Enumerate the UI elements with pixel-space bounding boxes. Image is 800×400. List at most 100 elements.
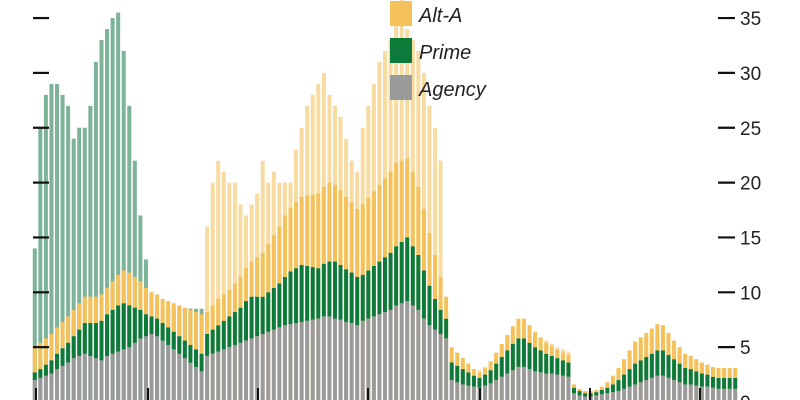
prime-bar xyxy=(77,329,82,356)
alt-a-bar xyxy=(332,184,337,262)
alt-a-bar xyxy=(310,194,315,268)
prime-bar xyxy=(388,252,393,310)
prime-bar xyxy=(427,285,432,326)
prime-bar xyxy=(421,270,426,319)
alt-a-bar xyxy=(694,359,699,372)
prime-bar xyxy=(499,357,504,377)
prime-bar xyxy=(60,348,65,366)
prime-bar xyxy=(88,323,93,356)
agency-bar xyxy=(160,340,165,400)
agency-bar xyxy=(610,392,615,400)
alt-a-bar xyxy=(82,296,87,324)
prime-bar xyxy=(599,389,604,395)
alt-a-bar xyxy=(616,367,621,381)
agency-bar xyxy=(433,329,438,400)
y-tick-label: 35 xyxy=(740,9,761,30)
agency-bar xyxy=(533,371,538,400)
bar-area xyxy=(32,0,738,400)
alt-a-bar xyxy=(232,283,237,313)
agency-bar xyxy=(182,358,187,400)
prime-bar xyxy=(410,246,415,306)
agency-bar xyxy=(271,329,276,400)
agency-bar xyxy=(583,396,588,400)
prime-bar xyxy=(305,265,310,321)
agency-bar xyxy=(316,318,321,400)
prime-bar xyxy=(616,380,621,392)
agency-bar xyxy=(672,380,677,400)
prime-bar xyxy=(533,347,538,372)
alt-a-bar xyxy=(366,197,371,271)
agency-bar xyxy=(321,316,326,400)
alt-a-bar xyxy=(427,233,432,286)
agency-bar xyxy=(299,321,304,400)
alt-a-bar xyxy=(394,162,399,247)
agency-bar xyxy=(210,353,215,400)
prime-bar xyxy=(360,274,365,321)
alt-a-bar xyxy=(316,193,321,269)
alt-a-bar xyxy=(610,375,615,385)
alt-a-bar xyxy=(116,274,121,306)
alt-a-bar xyxy=(110,281,115,310)
alt-a-bar xyxy=(193,312,198,350)
agency-bar xyxy=(427,325,432,400)
prime-bar xyxy=(660,350,665,376)
prime-bar xyxy=(282,276,287,326)
faded-total-bar xyxy=(77,127,82,400)
prime-bar xyxy=(227,316,232,348)
agency-bar xyxy=(366,318,371,400)
agency-bar xyxy=(110,353,115,400)
agency-bar xyxy=(260,333,265,400)
agency-bar xyxy=(494,380,499,400)
alt-a-bar xyxy=(633,341,638,364)
prime-bar xyxy=(371,265,376,317)
y-tick-label: 10 xyxy=(740,283,761,304)
prime-bar xyxy=(627,369,632,387)
agency-bar xyxy=(88,355,93,400)
prime-bar xyxy=(366,270,371,319)
alt-a-bar xyxy=(521,318,526,339)
alt-a-bar xyxy=(244,268,249,302)
faded-total-bar xyxy=(221,171,226,400)
agency-bar xyxy=(544,373,549,400)
prime-bar xyxy=(577,391,582,396)
alt-a-bar xyxy=(527,325,532,343)
prime-bar xyxy=(510,343,515,371)
agency-bar xyxy=(371,316,376,400)
legend-label-alt-a: Alt-A xyxy=(418,5,462,27)
prime-bar xyxy=(32,372,37,381)
alt-a-bar xyxy=(677,347,682,364)
alt-a-bar xyxy=(338,190,343,265)
prime-bar xyxy=(255,296,260,337)
agency-bar xyxy=(360,320,365,400)
prime-bar xyxy=(321,263,326,317)
faded-total-bar xyxy=(105,29,110,400)
alt-a-bar xyxy=(577,388,582,392)
alt-a-bar xyxy=(421,208,426,271)
alt-a-bar xyxy=(560,352,565,361)
alt-a-bar xyxy=(705,364,710,375)
y-tick-label: 25 xyxy=(740,119,761,140)
prime-bar xyxy=(471,375,476,387)
alt-a-bar xyxy=(688,355,693,370)
agency-bar xyxy=(255,336,260,400)
alt-a-bar xyxy=(533,331,538,348)
agency-bar xyxy=(82,353,87,400)
legend-swatch-prime xyxy=(390,38,412,63)
prime-bar xyxy=(560,360,565,376)
alt-a-bar xyxy=(438,276,443,310)
agency-bar xyxy=(572,393,577,400)
prime-bar xyxy=(555,358,560,375)
agency-bar xyxy=(199,371,204,400)
faded-total-bar xyxy=(210,182,215,400)
alt-a-bar xyxy=(722,367,727,378)
alt-a-bar xyxy=(405,158,410,238)
agency-bar xyxy=(649,377,654,400)
prime-bar xyxy=(288,271,293,325)
faded-total-bar xyxy=(93,61,98,400)
prime-bar xyxy=(221,320,226,350)
axes: 5 10 15 20 25 30 35 0 xyxy=(33,9,761,400)
agency-bar xyxy=(77,355,82,400)
prime-bar xyxy=(610,384,615,393)
prime-bar xyxy=(294,268,299,324)
